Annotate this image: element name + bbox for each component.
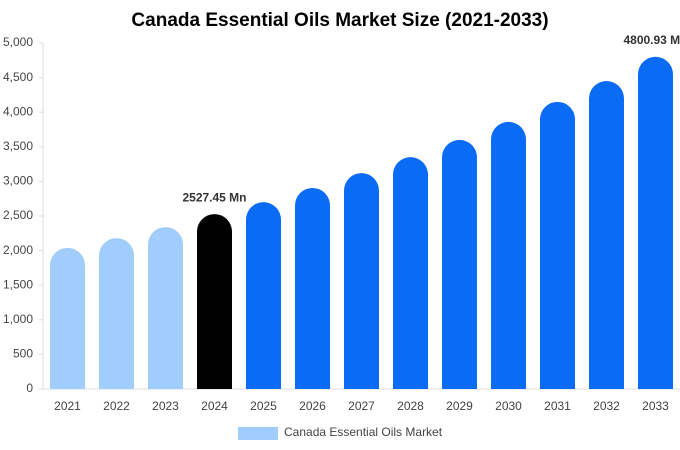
bar: [295, 187, 330, 389]
y-tick-label: 2,500: [3, 208, 33, 222]
bar: [50, 247, 85, 389]
x-tick-label: 2028: [397, 399, 424, 413]
bar: [442, 139, 477, 389]
x-tick-label: 2029: [446, 399, 473, 413]
data-label: 4800.93 Mn: [623, 33, 680, 47]
legend-swatch: [238, 427, 278, 440]
y-tick-label: 0: [26, 381, 33, 395]
bar: [344, 173, 379, 389]
x-tick-label: 2033: [642, 399, 669, 413]
x-tick-label: 2027: [348, 399, 375, 413]
y-tick-label: 500: [13, 347, 33, 361]
y-tick-label: 1,500: [3, 277, 33, 291]
bar: [148, 227, 183, 389]
bar: [197, 214, 232, 389]
x-tick-label: 2021: [54, 399, 81, 413]
bar: [246, 202, 281, 389]
x-tick-label: 2023: [152, 399, 179, 413]
x-tick-label: 2022: [103, 399, 130, 413]
x-tick-label: 2026: [299, 399, 326, 413]
y-tick-label: 3,500: [3, 139, 33, 153]
x-tick-label: 2025: [250, 399, 277, 413]
legend-label: Canada Essential Oils Market: [284, 425, 443, 439]
bar: [99, 238, 134, 389]
x-tick-label: 2030: [495, 399, 522, 413]
bar: [491, 121, 526, 389]
bar: [540, 101, 575, 389]
x-tick-label: 2031: [544, 399, 571, 413]
y-tick-label: 2,000: [3, 243, 33, 257]
data-label: 2527.45 Mn: [182, 190, 246, 204]
chart-title: Canada Essential Oils Market Size (2021-…: [131, 10, 548, 31]
x-tick-label: 2024: [201, 399, 228, 413]
bar: [589, 81, 624, 389]
y-tick-label: 5,000: [3, 35, 33, 49]
x-tick-label: 2032: [593, 399, 620, 413]
bar: [393, 157, 428, 389]
y-tick-label: 4,000: [3, 104, 33, 118]
y-tick-label: 3,000: [3, 174, 33, 188]
y-tick-label: 1,000: [3, 312, 33, 326]
bar: [638, 56, 673, 390]
y-tick-label: 4,500: [3, 70, 33, 84]
